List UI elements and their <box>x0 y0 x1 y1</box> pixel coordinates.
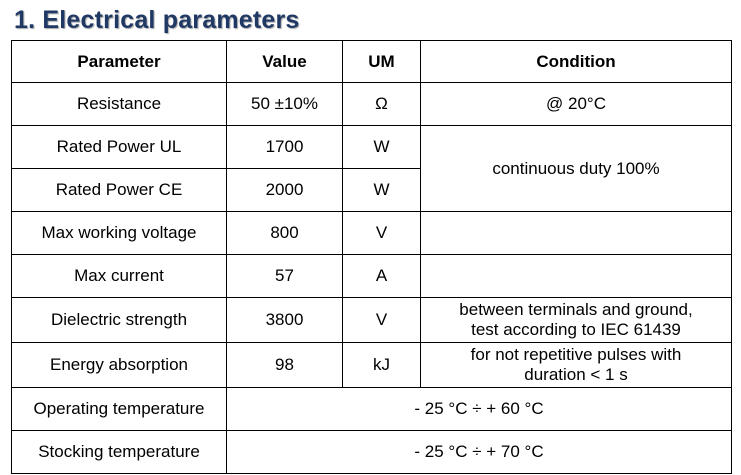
um-cell: kJ <box>342 342 421 388</box>
parameter-cell: Dielectric strength <box>11 297 227 343</box>
condition-cell: continuous duty 100% <box>420 125 732 212</box>
table-header-row: Parameter Value UM Condition <box>11 40 732 83</box>
condition-cell <box>420 211 732 255</box>
table-row: Stocking temperature - 25 °C ÷ + 70 °C <box>11 430 732 474</box>
um-cell: V <box>342 297 421 343</box>
value-cell: 1700 <box>226 125 343 169</box>
parameter-cell: Stocking temperature <box>11 430 227 474</box>
value-cell: 57 <box>226 254 343 298</box>
table-row: Resistance 50 ±10% Ω @ 20°C <box>11 82 732 126</box>
condition-cell: @ 20°C <box>420 82 732 126</box>
table-row: Max working voltage 800 V <box>11 211 732 255</box>
value-cell: 800 <box>226 211 343 255</box>
condition-cell: between terminals and ground, test accor… <box>420 297 732 343</box>
parameter-cell: Resistance <box>11 82 227 126</box>
parameter-cell: Rated Power CE <box>11 168 227 212</box>
header-condition: Condition <box>420 40 732 83</box>
condition-cell: for not repetitive pulses with duration … <box>420 342 732 388</box>
um-cell: W <box>342 168 421 212</box>
value-cell: 98 <box>226 342 343 388</box>
condition-line: duration < 1 s <box>524 365 628 384</box>
section-heading: 1. Electrical parameters <box>14 6 300 34</box>
parameter-cell: Max working voltage <box>11 211 227 255</box>
parameter-cell: Energy absorption <box>11 342 227 388</box>
table-row: Rated Power CE 2000 W <box>11 168 732 212</box>
condition-line: test according to IEC 61439 <box>471 320 681 339</box>
value-cell: 3800 <box>226 297 343 343</box>
table-row: Dielectric strength 3800 V between termi… <box>11 297 732 343</box>
condition-cell <box>420 254 732 298</box>
table-row: Rated Power UL 1700 W continuous duty 10… <box>11 125 732 212</box>
value-cell: 2000 <box>226 168 343 212</box>
electrical-parameters-table: Parameter Value UM Condition Resistance … <box>11 40 732 474</box>
table-row: Operating temperature - 25 °C ÷ + 60 °C <box>11 387 732 431</box>
header-value: Value <box>226 40 343 83</box>
condition-line: for not repetitive pulses with <box>470 345 682 364</box>
condition-line: between terminals and ground, <box>459 300 693 319</box>
header-parameter: Parameter <box>11 40 227 83</box>
table-row: Energy absorption 98 kJ for not repetiti… <box>11 342 732 388</box>
parameter-cell: Max current <box>11 254 227 298</box>
parameter-cell: Operating temperature <box>11 387 227 431</box>
um-cell: W <box>342 125 421 169</box>
range-cell: - 25 °C ÷ + 60 °C <box>226 387 732 431</box>
um-cell: V <box>342 211 421 255</box>
range-cell: - 25 °C ÷ + 70 °C <box>226 430 732 474</box>
um-cell: Ω <box>342 82 421 126</box>
value-cell: 50 ±10% <box>226 82 343 126</box>
parameter-cell: Rated Power UL <box>11 125 227 169</box>
table-row: Max current 57 A <box>11 254 732 298</box>
header-um: UM <box>342 40 421 83</box>
um-cell: A <box>342 254 421 298</box>
